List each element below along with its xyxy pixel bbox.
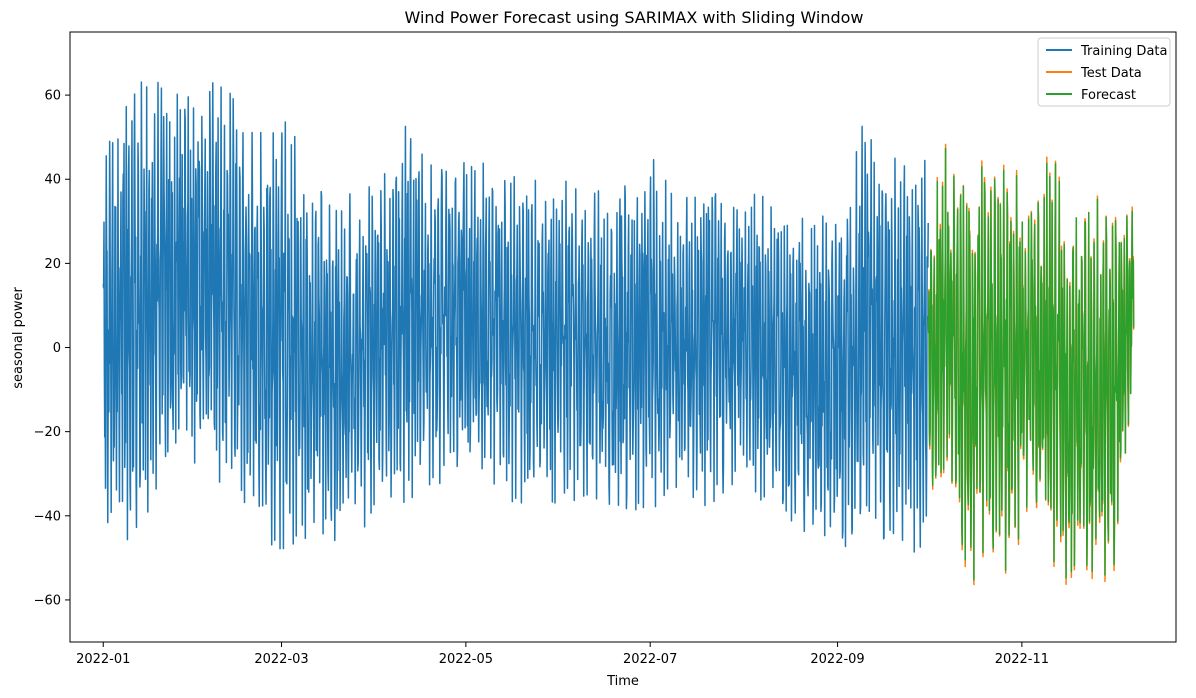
x-tick-label: 2022-05	[439, 652, 493, 667]
y-tick-label: 60	[44, 89, 61, 104]
series-line-forecast	[927, 147, 1135, 581]
chart-title: Wind Power Forecast using SARIMAX with S…	[404, 8, 863, 27]
x-tick-label: 2022-11	[995, 652, 1049, 667]
x-axis-ticks: 2022-01 2022-03 2022-05 2022-07 2022-09 2022-…	[76, 642, 1049, 667]
series-line-training-data	[102, 81, 929, 553]
legend-label: Training Data	[1080, 44, 1167, 59]
legend-label: Forecast	[1081, 88, 1136, 103]
x-tick-label: 2022-09	[810, 652, 864, 667]
plot-area	[69, 31, 1177, 643]
y-tick-label: 20	[44, 257, 61, 272]
x-tick-label: 2022-01	[76, 652, 130, 667]
x-tick-label: 2022-07	[623, 652, 677, 667]
y-tick-label: −60	[34, 593, 61, 608]
series-layer	[102, 81, 1135, 586]
y-tick-label: −40	[34, 509, 61, 524]
legend-items: Training Data Test Data Forecast	[1046, 44, 1167, 103]
y-axis-ticks: −60 −40 −20 0 20 40 60	[34, 89, 70, 608]
x-axis-label: Time	[606, 674, 639, 689]
plot-border	[69, 31, 1177, 643]
legend-label: Test Data	[1080, 66, 1142, 81]
y-axis-label: seasonal power	[11, 287, 26, 389]
y-tick-label: 40	[44, 173, 61, 188]
legend-box	[1037, 37, 1171, 107]
legend: Training Data Test Data Forecast	[1037, 37, 1171, 107]
y-tick-label: 0	[53, 341, 61, 356]
x-tick-label: 2022-03	[254, 652, 308, 667]
y-tick-label: −20	[34, 425, 61, 440]
